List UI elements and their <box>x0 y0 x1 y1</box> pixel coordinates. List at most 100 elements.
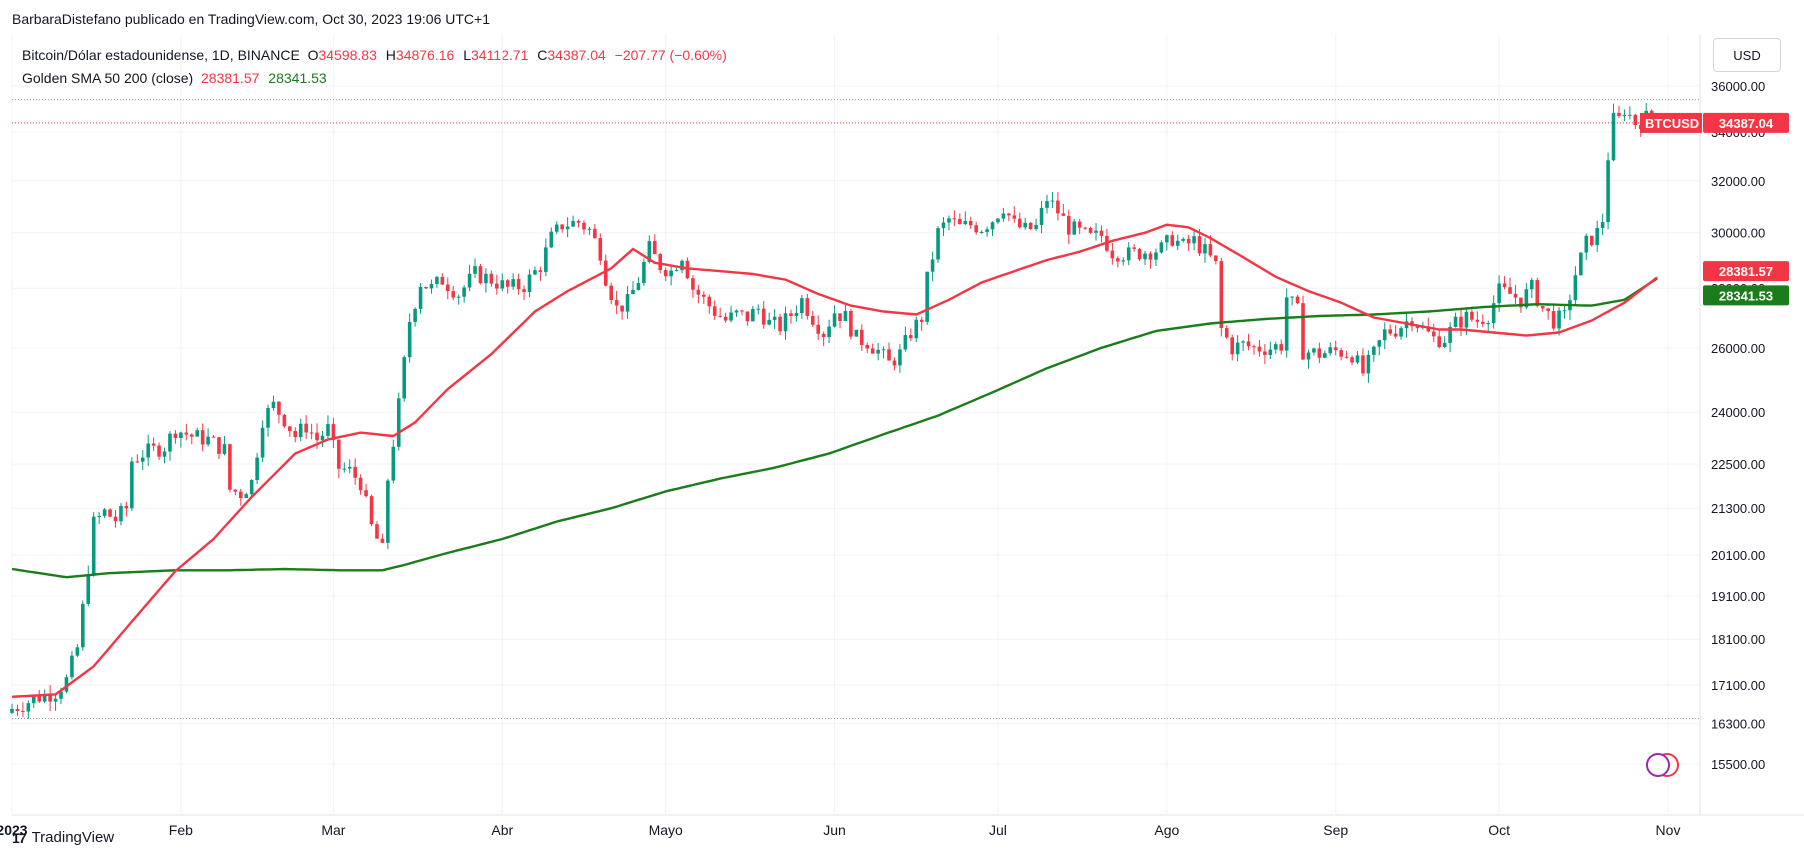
y-tick-label: 17100.00 <box>1711 678 1765 693</box>
candle-body <box>1214 255 1218 262</box>
high-label: H <box>385 47 396 63</box>
candle-body <box>277 401 281 415</box>
candle-body <box>740 310 744 312</box>
candle-body <box>919 319 924 322</box>
candle-body <box>1039 207 1044 225</box>
candle-body <box>544 247 548 272</box>
candle-body <box>707 296 712 307</box>
candle-body <box>565 226 570 230</box>
candle-body <box>337 439 341 469</box>
candle-body <box>549 231 554 248</box>
candle-body <box>293 430 298 438</box>
candle-body <box>1633 114 1638 126</box>
y-tick-label: 21300.00 <box>1711 501 1765 516</box>
candle-body <box>1066 215 1071 235</box>
candle-body <box>805 298 810 316</box>
candle-body <box>462 287 466 297</box>
candle-body <box>168 433 172 452</box>
candle-body <box>1508 287 1512 294</box>
candle-body <box>217 437 221 454</box>
candle-body <box>1268 349 1273 355</box>
candle-body <box>195 430 200 437</box>
candle-body <box>1589 235 1594 246</box>
candle-body <box>1017 218 1022 228</box>
candle-body <box>1290 296 1294 298</box>
candle-body <box>947 218 951 223</box>
candle-body <box>59 691 63 699</box>
x-tick-label: Feb <box>169 822 193 838</box>
candle-body <box>745 311 750 322</box>
candle-body <box>1279 344 1284 351</box>
candle-body <box>718 315 722 317</box>
candle-body <box>451 291 456 298</box>
candle-body <box>146 443 150 458</box>
y-tick-label: 20100.00 <box>1711 548 1765 563</box>
candle-body <box>1333 347 1338 351</box>
candle-body <box>97 515 101 517</box>
candle-body <box>1317 348 1322 358</box>
candle-body <box>870 348 875 354</box>
candle-body <box>560 224 564 230</box>
candle-body <box>1497 283 1501 304</box>
candle-body <box>1540 306 1545 309</box>
candle-body <box>1246 341 1251 347</box>
candle-body <box>70 655 74 678</box>
candle-body <box>1491 303 1496 324</box>
candle-body <box>358 477 363 491</box>
candle-body <box>151 443 156 446</box>
y-tick-label: 18100.00 <box>1711 632 1765 647</box>
candle-body <box>1181 238 1185 241</box>
x-tick-label: Nov <box>1656 822 1681 838</box>
candle-body <box>789 313 793 317</box>
candle-body <box>1083 227 1087 229</box>
candle-body <box>1470 311 1474 320</box>
candle-body <box>1077 221 1082 228</box>
indicator-name[interactable]: Golden SMA 50 200 (close) <box>22 70 194 86</box>
y-tick-label: 30000.00 <box>1711 226 1765 241</box>
candle-body <box>800 298 804 314</box>
candle-body <box>244 494 249 499</box>
candle-body <box>1252 346 1256 348</box>
candle-body <box>435 276 439 284</box>
candle-body <box>1361 355 1365 374</box>
candle-body <box>1028 222 1033 230</box>
candle-body <box>1263 351 1267 355</box>
y-tick-label: 15500.00 <box>1711 757 1765 772</box>
candle-body <box>1464 311 1469 328</box>
candle-body <box>135 461 140 463</box>
symbol-name[interactable]: Bitcoin/Dólar estadounidense, 1D, BINANC… <box>22 47 300 63</box>
candle-body <box>271 401 276 409</box>
candle-body <box>495 283 499 289</box>
candle-body <box>413 308 417 322</box>
candle-body <box>859 329 864 345</box>
candle-body <box>990 222 995 230</box>
candle-body <box>369 496 374 525</box>
candle-body <box>1159 242 1164 253</box>
candle-body <box>37 696 42 702</box>
currency-button[interactable]: USD <box>1713 38 1781 72</box>
candle-body <box>1132 247 1136 249</box>
candle-body <box>1382 329 1387 341</box>
candle-body <box>1126 247 1131 261</box>
candle-body <box>1219 261 1224 329</box>
footer-brand: TradingView <box>31 829 115 846</box>
candle-body <box>1034 224 1038 230</box>
candle-body <box>642 262 646 284</box>
candle-body <box>424 286 428 289</box>
candle-body <box>467 273 472 288</box>
candle-body <box>119 505 123 522</box>
candle-body <box>756 308 761 310</box>
candle-body <box>1431 331 1436 337</box>
candle-body <box>456 296 461 298</box>
candle-body <box>1524 289 1529 308</box>
x-tick-label: Abr <box>491 822 513 838</box>
candle-body <box>249 480 254 495</box>
y-tick-label: 26000.00 <box>1711 341 1765 356</box>
y-tick-label: 24000.00 <box>1711 405 1765 420</box>
candle-body <box>1192 236 1196 244</box>
candle-body <box>761 308 766 325</box>
candle-body <box>445 284 450 292</box>
candle-body <box>1377 340 1382 347</box>
price-label-text: 34387.04 <box>1719 116 1774 131</box>
